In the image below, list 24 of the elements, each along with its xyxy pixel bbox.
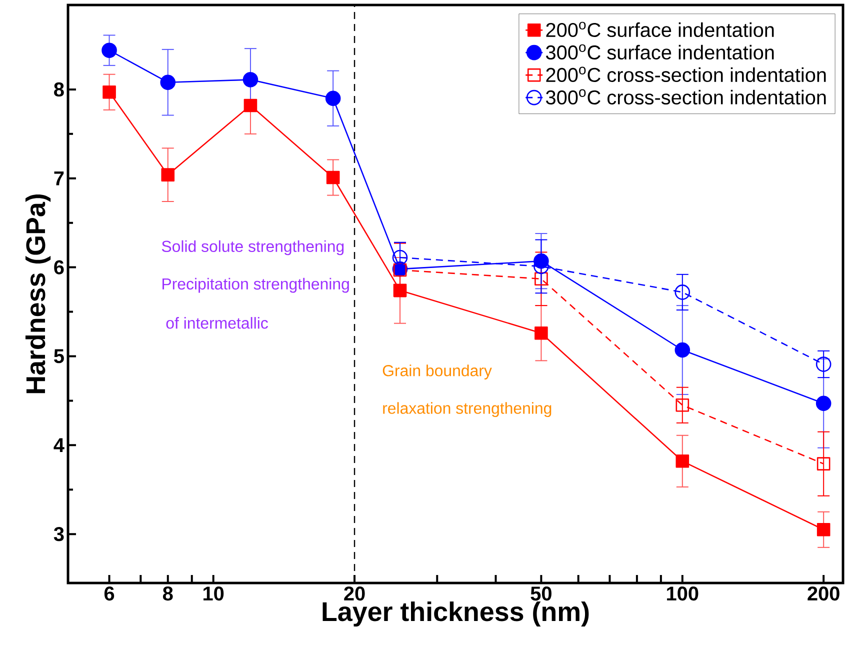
y-tick-label: 8 — [54, 82, 64, 97]
annotation: Grain boundary — [382, 364, 492, 380]
x-axis-title: Layer thickness (nm) — [322, 601, 589, 627]
x-tick-label: 8 — [162, 586, 173, 601]
annotation: Solid solute strengthening — [162, 240, 344, 256]
x-tick-label: 200 — [808, 586, 840, 601]
x-tick-label: 100 — [667, 586, 698, 601]
x-tick-label: 20 — [344, 586, 365, 601]
y-tick-label: 6 — [54, 260, 64, 274]
y-tick-label: 3 — [54, 527, 64, 542]
legend-label: 200$^{o}$C surface indentation — [546, 22, 774, 38]
y-tick-label: 7 — [54, 172, 64, 186]
y-tick-label: 4 — [54, 438, 64, 452]
legend-label: 300$^{o}$C cross-section indentation — [546, 89, 826, 104]
annotation: of intermetallic — [166, 317, 268, 329]
x-tick-label: 10 — [204, 586, 224, 601]
legend-label: 300$^{o}$C surface indentation — [546, 44, 774, 60]
x-tick-label: 6 — [104, 586, 114, 601]
annotation: Precipitation strengthening — [162, 278, 349, 293]
annotation: relaxation strengthening — [383, 402, 552, 418]
y-axis-title: Hardness (GPa) — [25, 194, 51, 394]
y-tick-label: 5 — [54, 349, 64, 364]
legend-label: 200$^{o}$C cross-section indentation — [546, 66, 826, 82]
x-tick-label: 50 — [530, 586, 552, 601]
